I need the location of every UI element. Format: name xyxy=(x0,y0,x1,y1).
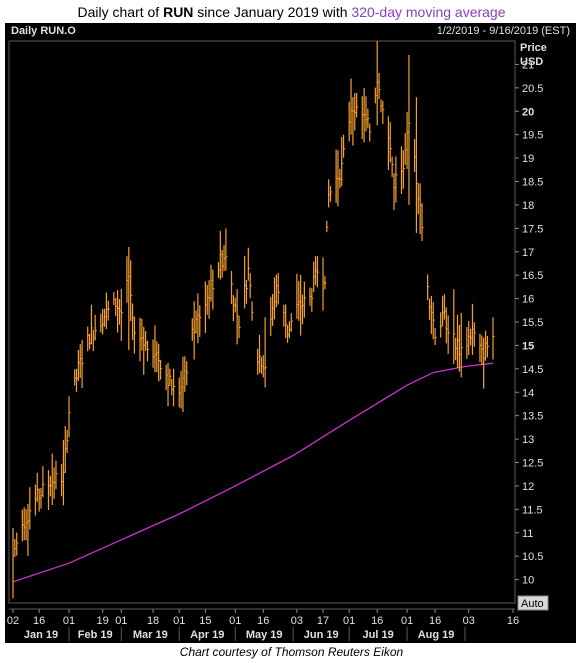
x-day-label: 16 xyxy=(507,615,519,627)
plot-frame xyxy=(8,40,516,604)
y-tick-label: 17 xyxy=(522,247,534,259)
x-day-label: 15 xyxy=(199,615,211,627)
x-day-label: 16 xyxy=(429,615,441,627)
y-tick-label: 11 xyxy=(522,528,533,540)
y-tick-label: 20.5 xyxy=(522,83,543,95)
x-day-label: 02 xyxy=(7,615,19,627)
chart-credit: Chart courtesy of Thomson Reuters Eikon xyxy=(179,645,404,659)
x-month-label: May 19 xyxy=(246,629,283,641)
x-day-label: 03 xyxy=(291,615,303,627)
y-tick-label: 13 xyxy=(522,434,534,446)
x-day-label: 18 xyxy=(147,615,159,627)
x-month-label: Jun 19 xyxy=(304,629,339,641)
y-tick-label: 14 xyxy=(522,387,534,399)
y-tick-label: 17.5 xyxy=(522,223,543,235)
y-tick-label: 11.5 xyxy=(522,504,543,516)
price-chart: Price USD 10 10.5 11 11.5 12 12.5 13 13.5 14 14.5 15… xyxy=(7,40,549,641)
y-tick-label: 12 xyxy=(522,481,534,493)
x-day-label: 01 xyxy=(173,615,185,627)
title-prefix: Daily chart of xyxy=(77,4,164,20)
auto-scale-label: Auto xyxy=(521,598,544,610)
x-month-label: Feb 19 xyxy=(78,629,113,641)
y-tick-label: 12.5 xyxy=(522,458,543,470)
title-ticker: RUN xyxy=(163,4,194,20)
y-tick-label: 18 xyxy=(522,200,534,212)
moving-average-line xyxy=(12,362,494,583)
y-tick-label: 14.5 xyxy=(522,364,543,376)
x-day-label: 16 xyxy=(257,615,269,627)
x-day-label: 19 xyxy=(97,615,109,627)
y-tick-label: 20 xyxy=(522,106,534,118)
x-day-label: 16 xyxy=(371,615,383,627)
y-tick-label: 15.5 xyxy=(522,317,543,329)
x-day-label: 01 xyxy=(401,615,413,627)
date-range-label: 1/2/2019 - 9/16/2019 (EST) xyxy=(436,25,570,37)
title-ma-label: 320-day moving average xyxy=(351,4,506,20)
x-day-label: 01 xyxy=(343,615,355,627)
y-tick-label: 13.5 xyxy=(522,411,543,423)
y-tick-label: 18.5 xyxy=(522,177,543,189)
x-day-label: 01 xyxy=(63,615,75,627)
y-tick-label: 16.5 xyxy=(522,270,543,282)
x-day-label: 16 xyxy=(33,615,45,627)
y-tick-label: 19.5 xyxy=(522,130,543,142)
x-day-label: 01 xyxy=(229,615,241,627)
y-tick-label: 19 xyxy=(522,153,534,165)
x-day-label: 17 xyxy=(317,615,329,627)
x-day-label: 03 xyxy=(463,615,475,627)
auto-scale-button[interactable] xyxy=(517,595,549,611)
x-day-label: 01 xyxy=(115,615,127,627)
symbol-label: Daily RUN.O xyxy=(11,25,76,37)
y-tick-label: 10.5 xyxy=(522,551,543,563)
currency-axis-label: USD xyxy=(520,56,543,68)
x-month-label: Jul 19 xyxy=(363,629,394,641)
price-axis-label: Price xyxy=(520,42,547,54)
y-tick-label: 15 xyxy=(522,340,534,352)
y-tick-label: 21 xyxy=(522,59,534,71)
x-month-label: Aug 19 xyxy=(418,629,455,641)
x-month-label: Mar 19 xyxy=(133,629,168,641)
chart-panel: Price USD 10 10.5 11 11.5 12 12.5 13 13.5 14 14.5 15… xyxy=(5,23,576,643)
x-month-label: Apr 19 xyxy=(190,629,224,641)
y-tick-label: 10 xyxy=(522,575,534,587)
title-middle: since January 2019 with xyxy=(193,4,352,20)
y-tick-label: 16 xyxy=(522,294,534,306)
x-month-label: Jan 19 xyxy=(24,629,58,641)
chart-title: Daily chart of RUN since January 2019 wi… xyxy=(0,4,583,20)
